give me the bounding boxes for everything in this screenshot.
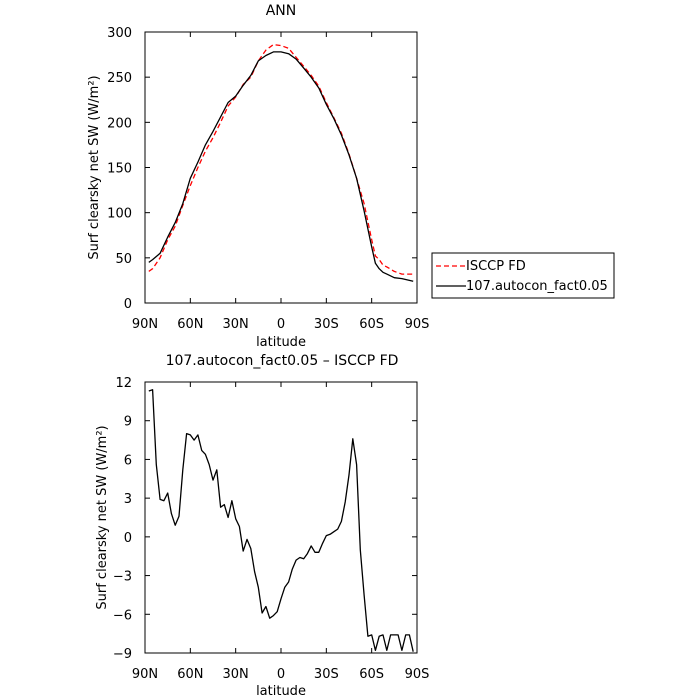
- bottom-y-tick-label: 9: [124, 415, 132, 430]
- top-y-tick-label: 300: [107, 26, 132, 41]
- bottom-x-tick-label: 90N: [132, 667, 158, 682]
- top-x-tick-label: 90N: [132, 317, 158, 332]
- top-plot-area: 90N 60N 30N 0 30S 60S 90S 0 50 100 150 200 250 300: [107, 26, 429, 332]
- top-plot-frame: [144, 31, 418, 304]
- top-chart-title: ANN: [266, 3, 297, 19]
- bottom-x-tick-label: 0: [277, 667, 285, 682]
- top-x-tick-label: 60S: [359, 317, 384, 332]
- bottom-y-axis-label: Surf clearsky net SW (W/m²): [95, 425, 110, 609]
- top-y-axis-label: Surf clearsky net SW (W/m²): [87, 75, 102, 259]
- legend: ISCCP FD 107.autocon_fact0.05: [431, 252, 615, 299]
- bottom-x-tick-label: 30S: [314, 667, 339, 682]
- bottom-y-tick-label: −3: [113, 570, 132, 585]
- bottom-chart-title: 107.autocon_fact0.05 – ISCCP FD: [166, 353, 399, 369]
- top-y-tick-label: 200: [107, 116, 132, 131]
- bottom-x-axis-label: latitude: [256, 684, 306, 699]
- top-y-tick-label: 0: [124, 297, 132, 312]
- top-x-tick-label: 90S: [405, 317, 430, 332]
- top-x-tick-label: 30N: [223, 317, 249, 332]
- bottom-y-tick-label: 0: [124, 531, 132, 546]
- bottom-series-layer: [148, 389, 414, 652]
- top-ticks-layer: 90N 60N 30N 0 30S 60S 90S 0 50 100 150 200 250 300: [107, 26, 429, 332]
- legend-label-isccp: ISCCP FD: [466, 259, 526, 274]
- top-y-tick-label: 250: [107, 71, 132, 86]
- bottom-y-tick-label: −6: [113, 608, 132, 623]
- bottom-x-tick-label: 30N: [223, 667, 249, 682]
- bottom-x-tick-label: 60N: [177, 667, 203, 682]
- top-series-layer: [148, 43, 414, 282]
- bottom-ticks-layer: 90N 60N 30N 0 30S 60S 90S −9 −6 −3 0 3 6 9 12: [113, 376, 430, 682]
- top-x-axis-label: latitude: [256, 335, 306, 350]
- bottom-x-tick-label: 90S: [405, 667, 430, 682]
- top-x-tick-label: 30S: [314, 317, 339, 332]
- top-y-tick-label: 100: [107, 207, 132, 222]
- bottom-y-tick-label: 12: [115, 376, 132, 391]
- top-panel: ANN 90N 60N 30N 0 30S 60S 90S 0 50 100 150 200 250 30…: [87, 3, 615, 350]
- legend-label-model: 107.autocon_fact0.05: [466, 279, 608, 294]
- top-series-line-isccp-fd: [148, 43, 414, 275]
- legend-box: [431, 252, 615, 299]
- top-x-tick-label: 0: [277, 317, 285, 332]
- bottom-plot-area: 90N 60N 30N 0 30S 60S 90S −9 −6 −3 0 3 6 9 12: [113, 376, 430, 682]
- bottom-series-line-0: [148, 389, 414, 652]
- bottom-plot-frame: [144, 381, 418, 654]
- top-x-tick-label: 60N: [177, 317, 203, 332]
- bottom-y-tick-label: 6: [124, 453, 132, 468]
- top-series-line-107-autocon-fact0-05: [148, 51, 414, 282]
- bottom-x-tick-label: 60S: [359, 667, 384, 682]
- bottom-y-tick-label: −9: [113, 647, 132, 662]
- bottom-y-tick-label: 3: [124, 492, 132, 507]
- bottom-panel: 107.autocon_fact0.05 – ISCCP FD 90N 60N 30…: [95, 353, 429, 699]
- top-y-tick-label: 50: [115, 252, 132, 267]
- top-y-tick-label: 150: [107, 162, 132, 177]
